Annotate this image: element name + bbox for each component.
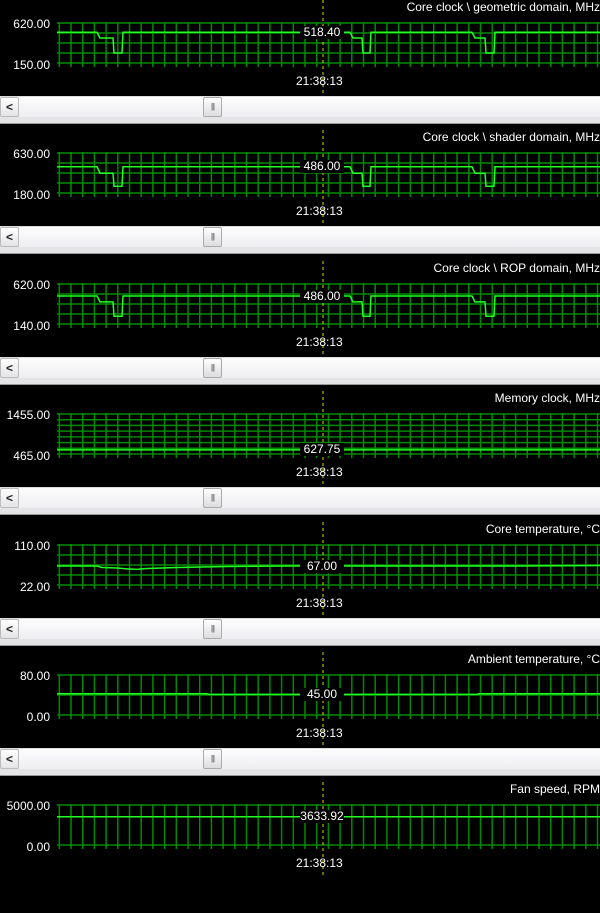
scroll-thumb[interactable]: ||| [203, 358, 222, 378]
panel-splitter[interactable] [0, 117, 600, 124]
cursor-time-label: 21:38:13 [296, 856, 343, 870]
current-value-label: 518.40 [300, 26, 344, 39]
graph-title: Memory clock, MHz [495, 391, 600, 405]
graph-title: Core clock \ geometric domain, MHz [407, 0, 600, 14]
y-max-label: 1455.00 [0, 408, 50, 422]
scroll-thumb[interactable]: ||| [203, 227, 222, 247]
y-max-label: 620.00 [0, 17, 50, 31]
graph-title: Core clock \ ROP domain, MHz [434, 261, 600, 275]
y-min-label: 22.00 [0, 580, 50, 594]
y-min-label: 140.00 [0, 319, 50, 333]
y-max-label: 5000.00 [0, 799, 50, 813]
current-value-label: 3633.92 [300, 810, 344, 823]
current-value-label: 45.00 [300, 688, 344, 701]
graph-title: Fan speed, RPM [510, 782, 600, 796]
panel-splitter[interactable] [0, 378, 600, 385]
scroll-thumb[interactable]: ||| [203, 619, 222, 639]
y-min-label: 465.00 [0, 449, 50, 463]
current-value-label: 486.00 [300, 160, 344, 173]
scroll-thumb[interactable]: ||| [203, 749, 222, 769]
scroll-thumb[interactable]: ||| [203, 488, 222, 508]
panel-splitter[interactable] [0, 508, 600, 515]
graph-panel-memory-clock-mhz: Memory clock, MHz 1455.00 465.00 627.75 21:3… [0, 391, 600, 522]
y-min-label: 0.00 [0, 710, 50, 724]
cursor-time-label: 21:38:13 [296, 465, 343, 479]
scroll-left-button[interactable]: < [0, 488, 19, 508]
scroll-thumb[interactable]: ||| [203, 97, 222, 117]
horizontal-scrollbar[interactable]: < ||| [0, 618, 600, 639]
graph-panel-core-temperature-c: Core temperature, °C 110.00 22.00 67.00 21:3… [0, 522, 600, 653]
current-value-label: 627.75 [300, 443, 344, 456]
scroll-left-button[interactable]: < [0, 749, 19, 769]
cursor-time-label: 21:38:13 [296, 74, 343, 88]
y-min-label: 0.00 [0, 840, 50, 854]
scroll-left-button[interactable]: < [0, 97, 19, 117]
panel-splitter[interactable] [0, 769, 600, 776]
cursor-time-label: 21:38:13 [296, 204, 343, 218]
current-value-label: 67.00 [300, 560, 344, 573]
cursor-time-label: 21:38:13 [296, 726, 343, 740]
horizontal-scrollbar[interactable]: < ||| [0, 487, 600, 508]
y-max-label: 620.00 [0, 278, 50, 292]
y-max-label: 630.00 [0, 147, 50, 161]
current-value-label: 486.00 [300, 290, 344, 303]
panel-splitter[interactable] [0, 247, 600, 254]
graph-title: Ambient temperature, °C [468, 652, 600, 666]
scroll-left-button[interactable]: < [0, 619, 19, 639]
graph-title: Core clock \ shader domain, MHz [423, 130, 600, 144]
cursor-time-label: 21:38:13 [296, 596, 343, 610]
graph-panel-core-clock-rop-domain-mhz: Core clock \ ROP domain, MHz 620.00 140.00… [0, 261, 600, 392]
y-min-label: 180.00 [0, 188, 50, 202]
y-min-label: 150.00 [0, 58, 50, 72]
graph-panel-core-clock-shader-domain-mhz: Core clock \ shader domain, MHz 630.00 180… [0, 130, 600, 261]
horizontal-scrollbar[interactable]: < ||| [0, 357, 600, 378]
panel-splitter[interactable] [0, 639, 600, 646]
scroll-left-button[interactable]: < [0, 227, 19, 247]
graph-panel-fan-speed-rpm: Fan speed, RPM 5000.00 0.00 3633.92 21:38:13 [0, 782, 600, 913]
cursor-time-label: 21:38:13 [296, 335, 343, 349]
y-max-label: 110.00 [0, 539, 50, 553]
horizontal-scrollbar[interactable]: < ||| [0, 96, 600, 117]
scroll-left-button[interactable]: < [0, 358, 19, 378]
horizontal-scrollbar[interactable]: < ||| [0, 226, 600, 247]
horizontal-scrollbar[interactable]: < ||| [0, 748, 600, 769]
graph-panel-core-clock-geometric-domain-mhz: Core clock \ geometric domain, MHz 620.00… [0, 0, 600, 131]
graph-title: Core temperature, °C [486, 522, 600, 536]
graph-panel-ambient-temperature-c: Ambient temperature, °C 80.00 0.00 45.00 21:… [0, 652, 600, 783]
y-max-label: 80.00 [0, 669, 50, 683]
